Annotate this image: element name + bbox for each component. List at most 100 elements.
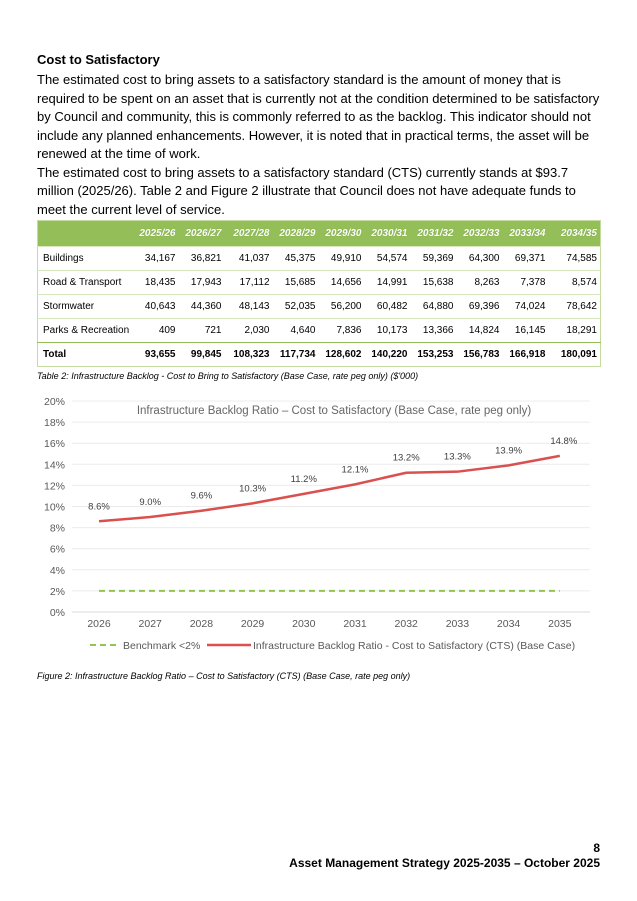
table-cell: 10,173 (364, 318, 411, 343)
table-cell: 153,253 (410, 342, 457, 367)
table-cell: 16,145 (502, 318, 549, 343)
table-cell: 2,030 (224, 318, 273, 343)
table-cell: 74,024 (502, 294, 549, 319)
y-tick-label: 20% (44, 396, 65, 408)
table-cell: 49,910 (318, 246, 365, 271)
column-header: 2033/34 (502, 220, 549, 247)
data-label: 14.8% (550, 436, 577, 447)
table-cell: 15,638 (410, 270, 457, 295)
row-label: Total (37, 342, 133, 367)
table-cell: 41,037 (224, 246, 273, 271)
table-cell: 140,220 (364, 342, 411, 367)
column-header: 2030/31 (364, 220, 411, 247)
y-tick-label: 10% (44, 502, 65, 514)
section-title: Cost to Satisfactory (37, 52, 160, 67)
table-cell: 64,880 (410, 294, 457, 319)
table-cell: 48,143 (224, 294, 273, 319)
table-cell: 34,167 (132, 246, 179, 271)
x-tick-label: 2032 (395, 618, 419, 630)
table-cell: 60,482 (364, 294, 411, 319)
table-row: Parks & Recreation 409 721 2,030 4,640 7,836 1… (37, 318, 601, 343)
table-cell: 59,369 (410, 246, 457, 271)
row-label: Parks & Recreation (37, 318, 133, 343)
table-cell: 18,435 (132, 270, 179, 295)
backlog-table: 2025/26 2026/27 2027/28 2028/29 2029/30 2030/… (37, 220, 601, 367)
y-tick-label: 2% (50, 586, 65, 598)
x-tick-label: 2034 (497, 618, 521, 630)
x-tick-label: 2033 (446, 618, 470, 630)
table-cell: 99,845 (178, 342, 225, 367)
row-label: Stormwater (37, 294, 133, 319)
table-cell: 36,821 (178, 246, 225, 271)
data-label: 8.6% (88, 501, 110, 512)
x-tick-label: 2028 (190, 618, 214, 630)
table-cell: 721 (178, 318, 225, 343)
y-tick-label: 6% (50, 544, 65, 556)
table-row: Total 93,655 99,845 108,323 117,734 128,602 14… (37, 342, 601, 367)
table-cell: 69,371 (502, 246, 549, 271)
paragraph-backlog-definition: The estimated cost to bring assets to a … (37, 72, 600, 161)
document-title: Asset Management Strategy 2025-2035 – Oc… (289, 856, 600, 870)
table-cell: 180,091 (548, 342, 601, 367)
data-label: 10.3% (239, 483, 266, 494)
table-cell: 108,323 (224, 342, 273, 367)
legend-ratio-label: Infrastructure Backlog Ratio - Cost to S… (253, 640, 575, 652)
page-number: 8 (593, 841, 600, 855)
table-cell: 44,360 (178, 294, 225, 319)
paragraph-cts-status: The estimated cost to bring assets to a … (37, 164, 576, 217)
y-tick-label: 0% (50, 607, 65, 619)
table-cell: 13,366 (410, 318, 457, 343)
column-header: 2031/32 (410, 220, 457, 247)
table-cell: 156,783 (456, 342, 503, 367)
column-header: 2028/29 (272, 220, 319, 247)
table-cell: 93,655 (132, 342, 179, 367)
table-caption: Table 2: Infrastructure Backlog - Cost t… (37, 371, 419, 381)
y-tick-label: 4% (50, 565, 65, 577)
table-cell: 17,112 (224, 270, 273, 295)
table-cell: 117,734 (272, 342, 319, 367)
table-cell: 74,585 (548, 246, 601, 271)
data-label: 13.9% (495, 445, 522, 456)
data-label: 12.1% (342, 464, 369, 475)
table-cell: 64,300 (456, 246, 503, 271)
x-tick-label: 2027 (139, 618, 163, 630)
column-header: 2034/35 (548, 220, 601, 247)
data-label: 11.2% (291, 474, 318, 485)
table-cell: 14,656 (318, 270, 365, 295)
table-row: Buildings 34,167 36,821 41,037 45,375 49,910 5… (37, 246, 601, 271)
table-cell: 409 (132, 318, 179, 343)
row-label: Buildings (37, 246, 133, 271)
table-cell: 56,200 (318, 294, 365, 319)
y-tick-label: 12% (44, 480, 65, 492)
data-label: 13.2% (393, 453, 420, 464)
x-tick-label: 2031 (343, 618, 367, 630)
backlog-ratio-chart: Infrastructure Backlog Ratio – Cost to S… (44, 396, 590, 652)
column-header: 2025/26 (132, 220, 179, 247)
data-label: 9.6% (191, 491, 213, 502)
table-cell: 128,602 (318, 342, 365, 367)
legend-benchmark-label: Benchmark <2% (123, 640, 200, 652)
y-tick-label: 18% (44, 417, 65, 429)
y-tick-label: 8% (50, 523, 65, 535)
column-header: 2026/27 (178, 220, 225, 247)
figure-caption: Figure 2: Infrastructure Backlog Ratio –… (37, 671, 411, 681)
y-tick-label: 16% (44, 438, 65, 450)
table-cell: 7,378 (502, 270, 549, 295)
table-cell: 14,824 (456, 318, 503, 343)
data-label: 9.0% (139, 497, 161, 508)
table-cell: 18,291 (548, 318, 601, 343)
table-cell: 54,574 (364, 246, 411, 271)
row-label: Road & Transport (37, 270, 133, 295)
table-row: Stormwater 40,643 44,360 48,143 52,035 56,200… (37, 294, 601, 319)
x-tick-label: 2035 (548, 618, 572, 630)
table-cell: 40,643 (132, 294, 179, 319)
table-cell: 8,574 (548, 270, 601, 295)
table-cell: 8,263 (456, 270, 503, 295)
table-cell: 7,836 (318, 318, 365, 343)
table-cell: 78,642 (548, 294, 601, 319)
page-content: Cost to Satisfactory The estimated cost … (37, 50, 601, 682)
table-cell: 17,943 (178, 270, 225, 295)
table-cell: 4,640 (272, 318, 319, 343)
table-cell: 14,991 (364, 270, 411, 295)
table-cell: 166,918 (502, 342, 549, 367)
